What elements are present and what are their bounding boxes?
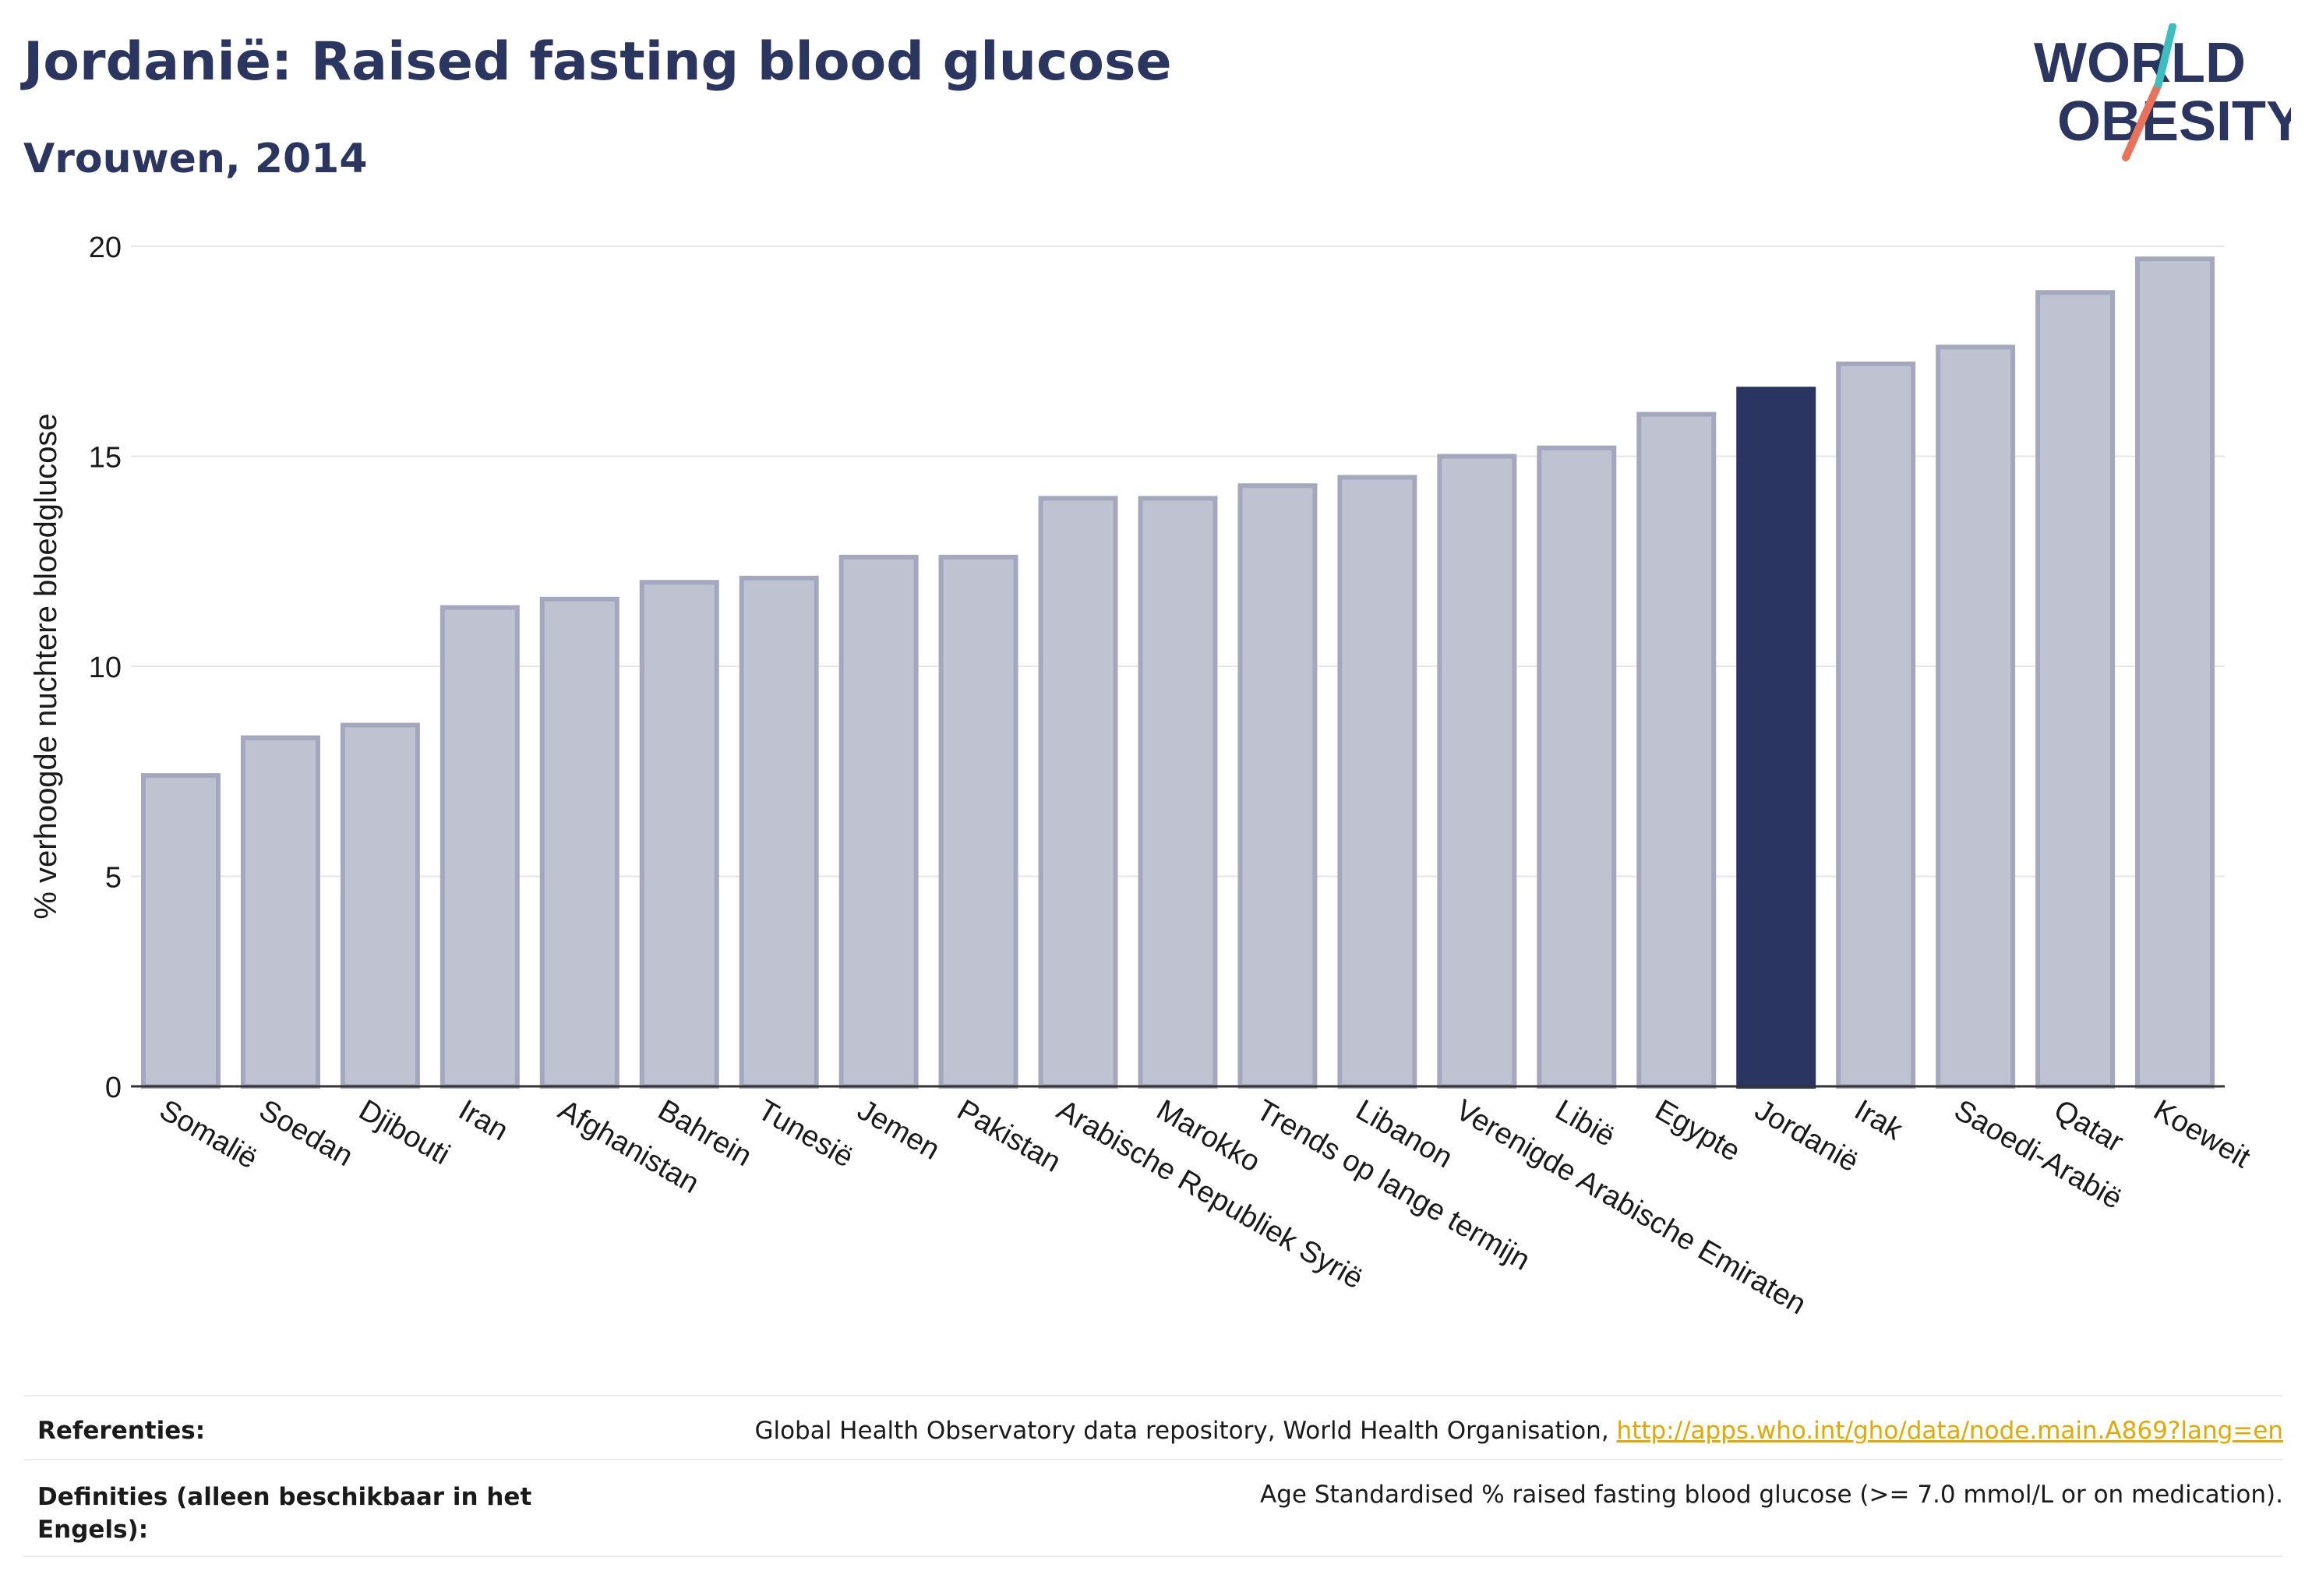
y-tick-label: 10	[89, 651, 122, 684]
references-row: Referenties: Global Health Observatory d…	[23, 1417, 2283, 1456]
y-tick-label: 15	[89, 442, 122, 475]
bar	[1437, 454, 1517, 1089]
references-value: Global Health Observatory data repositor…	[754, 1417, 2283, 1445]
references-link[interactable]: http://apps.who.int/gho/data/node.main.A…	[1616, 1417, 2283, 1445]
y-tick-label: 20	[89, 231, 122, 264]
bar	[1337, 475, 1417, 1089]
bar	[1038, 496, 1118, 1089]
definitions-label: Definities (alleen beschikbaar in het En…	[37, 1483, 532, 1544]
y-tick-label: 5	[105, 862, 122, 895]
logo-slash-teal	[2155, 23, 2176, 88]
bar	[140, 773, 221, 1089]
x-tick-label: Djibouti	[353, 1093, 455, 1171]
bar	[539, 596, 619, 1089]
world-obesity-logo: WORLD OBESITY	[2034, 23, 2291, 161]
bar	[1138, 496, 1218, 1089]
x-tick-label: Jemen	[852, 1093, 945, 1166]
x-tick-label: Libië	[1550, 1093, 1621, 1153]
footer-rule-bottom	[23, 1555, 2283, 1557]
bars	[140, 256, 2215, 1089]
chart-title: Jordanië: Raised fasting blood glucose	[23, 31, 1172, 93]
bar-highlighted	[1736, 387, 1816, 1089]
references-text: Global Health Observatory data repositor…	[754, 1417, 1617, 1445]
logo-line1: WORLD	[2034, 32, 2246, 94]
bar	[1836, 361, 1916, 1089]
bar	[1237, 483, 1318, 1089]
bar	[2035, 290, 2116, 1089]
x-tick-label: Saoedi-Arabië	[1949, 1093, 2128, 1216]
definitions-value: Age Standardised % raised fasting blood …	[1260, 1481, 2283, 1509]
bar	[938, 554, 1018, 1089]
chart-subtitle: Vrouwen, 2014	[23, 136, 368, 182]
x-tick-label: Soedan	[253, 1093, 358, 1173]
x-tick-label: Jordanië	[1749, 1093, 1864, 1178]
footer-rule-top	[23, 1395, 2283, 1396]
bar	[739, 575, 819, 1089]
bar	[1537, 445, 1617, 1089]
definitions-row: Definities (alleen beschikbaar in het En…	[23, 1481, 2283, 1551]
logo-slash-coral	[2122, 80, 2162, 161]
y-axis: 0 5 10 15 20	[89, 231, 122, 1104]
x-tick-label: Somalië	[154, 1093, 263, 1175]
x-tick-label: Tunesië	[752, 1093, 859, 1174]
bar	[439, 605, 520, 1089]
y-axis-label: % verhoogde nuchtere bloedglucose	[29, 413, 63, 919]
references-label: Referenties:	[37, 1417, 206, 1445]
x-tick-label: Pakistan	[951, 1093, 1066, 1178]
bar	[340, 722, 420, 1089]
bar	[2135, 256, 2215, 1089]
bar	[1636, 411, 1717, 1089]
x-tick-label: Koeweit	[2148, 1093, 2256, 1174]
bar	[639, 580, 719, 1089]
x-tick-label: Verenigde Arabische Emiraten	[1450, 1093, 1812, 1321]
bar	[838, 554, 919, 1089]
logo-line2: OBESITY	[2057, 90, 2291, 153]
bar	[1936, 344, 2016, 1089]
bar	[240, 735, 320, 1089]
footer-rule-middle	[23, 1459, 2283, 1460]
x-tick-label: Iran	[453, 1093, 514, 1147]
y-tick-label: 0	[105, 1072, 122, 1104]
x-tick-label: Irak	[1849, 1093, 1909, 1147]
x-tick-label: Egypte	[1650, 1093, 1746, 1168]
